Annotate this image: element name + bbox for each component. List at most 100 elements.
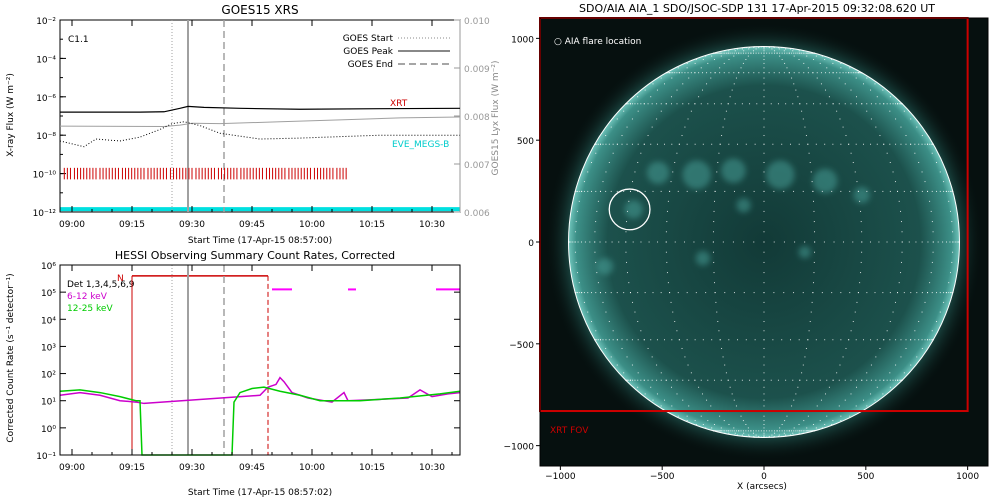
aia-grid-dot bbox=[713, 261, 715, 263]
aia-grid-dot bbox=[886, 330, 888, 332]
aia-grid-dot bbox=[811, 181, 813, 183]
aia-grid-dot bbox=[740, 430, 742, 432]
aia-grid-dot bbox=[797, 430, 799, 432]
aia-grid-dot bbox=[901, 241, 903, 243]
aia-grid-dot bbox=[879, 135, 881, 137]
aia-active-region bbox=[682, 160, 712, 190]
aia-active-region bbox=[624, 200, 643, 219]
aia-grid-dot bbox=[931, 190, 933, 192]
aia-grid-dot bbox=[836, 110, 838, 112]
aia-grid-dot bbox=[632, 301, 634, 303]
aia-grid-dot bbox=[819, 103, 821, 105]
aia-grid-dot bbox=[701, 72, 703, 74]
aia-grid-dot bbox=[914, 339, 916, 341]
aia-grid-dot bbox=[798, 58, 800, 60]
aia-grid-dot bbox=[665, 103, 667, 105]
aia-grid-dot bbox=[626, 379, 628, 381]
aia-grid-dot bbox=[676, 379, 678, 381]
aia-grid-dot bbox=[795, 393, 797, 395]
aia-grid-dot bbox=[694, 420, 696, 422]
aia-grid-dot bbox=[733, 55, 735, 57]
aia-grid-dot bbox=[930, 143, 932, 145]
aia-grid-dot bbox=[924, 143, 926, 145]
aia-grid-dot bbox=[861, 379, 863, 381]
aia-grid-dot bbox=[629, 103, 631, 105]
aia-grid-dot bbox=[840, 292, 842, 294]
goes-x-tick-label: 10:00 bbox=[299, 220, 325, 230]
aia-grid-dot bbox=[931, 261, 933, 263]
aia-grid-dot bbox=[860, 72, 862, 74]
aia-grid-dot bbox=[857, 292, 859, 294]
aia-grid-dot bbox=[625, 241, 627, 243]
aia-grid-dot bbox=[905, 143, 907, 145]
aia-grid-dot bbox=[883, 339, 885, 341]
aia-grid-dot bbox=[707, 62, 709, 64]
aia-grid-dot bbox=[686, 190, 688, 192]
hessi-y-tick-label: 10² bbox=[41, 371, 56, 381]
aia-grid-dot bbox=[870, 143, 872, 145]
aia-grid-dot bbox=[793, 427, 795, 429]
aia-grid-dot bbox=[813, 210, 815, 212]
aia-grid-dot bbox=[719, 67, 721, 69]
aia-grid-dot bbox=[770, 379, 772, 381]
aia-grid-dot bbox=[779, 430, 781, 432]
aia-grid-dot bbox=[656, 393, 658, 395]
aia-grid-dot bbox=[772, 339, 774, 341]
aia-grid-dot bbox=[722, 430, 724, 432]
aia-grid-dot bbox=[831, 424, 833, 426]
aia-grid-dot bbox=[599, 339, 601, 341]
aia-grid-dot bbox=[930, 339, 932, 341]
aia-grid-dot bbox=[866, 103, 868, 105]
aia-grid-dot bbox=[702, 58, 704, 60]
aia-grid-dot bbox=[750, 430, 752, 432]
aia-grid-dot bbox=[663, 83, 665, 85]
aia-grid-dot bbox=[605, 171, 607, 173]
aia-grid-dot bbox=[870, 393, 872, 395]
aia-grid-dot bbox=[823, 241, 825, 243]
aia-grid-dot bbox=[763, 251, 765, 253]
hessi-y-tick-label: 10⁶ bbox=[41, 262, 56, 272]
hessi-x-tick-label: 09:00 bbox=[59, 463, 85, 473]
aia-grid-dot bbox=[795, 52, 797, 54]
aia-grid-dot bbox=[811, 430, 813, 432]
aia-grid-dot bbox=[832, 72, 834, 74]
aia-grid-dot bbox=[688, 103, 690, 105]
aia-grid-dot bbox=[910, 292, 912, 294]
aia-grid-dot bbox=[656, 379, 658, 381]
aia-grid-dot bbox=[776, 430, 778, 432]
aia-grid-dot bbox=[712, 231, 714, 233]
aia-grid-dot bbox=[753, 190, 755, 192]
aia-grid-dot bbox=[866, 379, 868, 381]
aia-grid-dot bbox=[748, 434, 750, 436]
aia-grid-dot bbox=[883, 143, 885, 145]
aia-grid-dot bbox=[792, 432, 794, 434]
aia-grid-dot bbox=[900, 261, 902, 263]
aia-grid-dot bbox=[628, 379, 630, 381]
aia-grid-dot bbox=[728, 432, 730, 434]
aia-grid-dot bbox=[688, 77, 690, 79]
aia-grid-dot bbox=[879, 103, 881, 105]
aia-grid-dot bbox=[763, 339, 765, 341]
aia-grid-dot bbox=[900, 103, 902, 105]
aia-grid-dot bbox=[931, 330, 933, 332]
aia-grid-dot bbox=[722, 241, 724, 243]
aia-grid-dot bbox=[671, 386, 673, 388]
aia-grid-dot bbox=[802, 52, 804, 54]
aia-grid-dot bbox=[705, 427, 707, 429]
aia-grid-dot bbox=[681, 72, 683, 74]
aia-grid-dot bbox=[723, 72, 725, 74]
aia-grid-dot bbox=[590, 161, 592, 163]
aia-grid-dot bbox=[831, 190, 833, 192]
aia-grid-dot bbox=[722, 126, 724, 128]
aia-grid-dot bbox=[695, 58, 697, 60]
aia-grid-dot bbox=[900, 126, 902, 128]
aia-grid-dot bbox=[914, 330, 916, 332]
aia-grid-dot bbox=[898, 282, 900, 284]
aia-grid-dot bbox=[774, 50, 776, 52]
aia-grid-dot bbox=[671, 143, 673, 145]
aia-y-tick-label: 1000 bbox=[511, 35, 534, 45]
aia-grid-dot bbox=[640, 103, 642, 105]
aia-grid-dot bbox=[874, 292, 876, 294]
aia-grid-dot bbox=[839, 72, 841, 74]
aia-grid-dot bbox=[813, 261, 815, 263]
